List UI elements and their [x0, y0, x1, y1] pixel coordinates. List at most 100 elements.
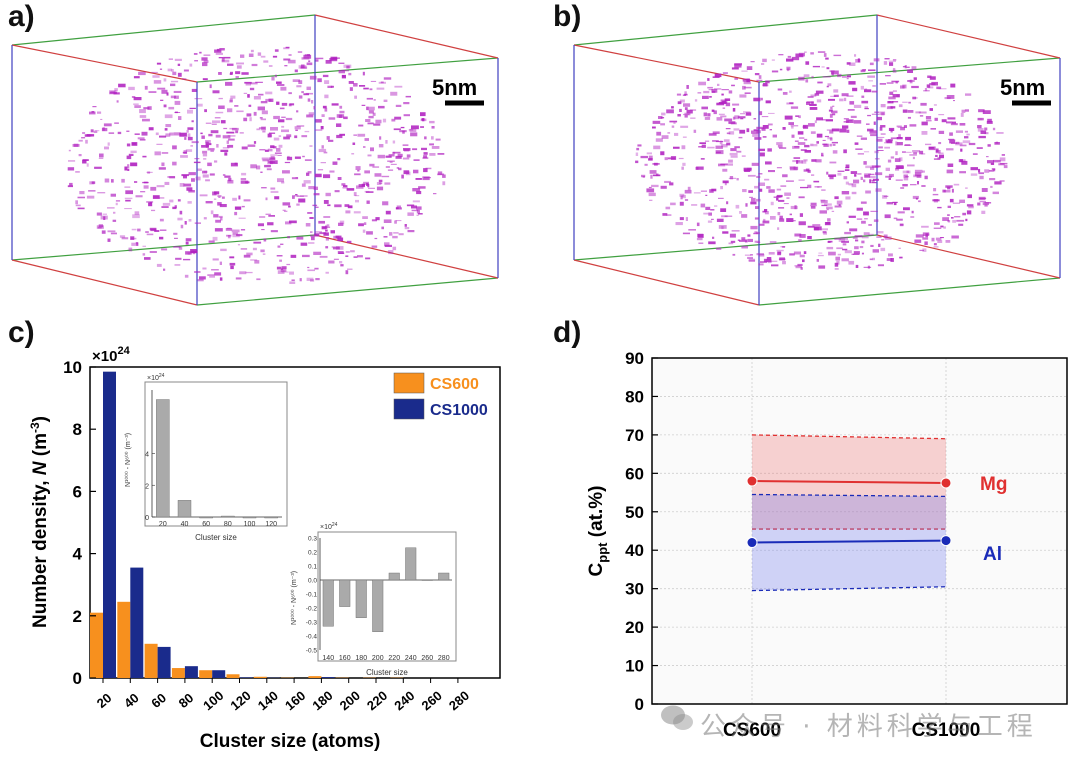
atom-cluster [107, 207, 115, 209]
atom-cluster [169, 132, 174, 136]
atom-cloud-b [635, 51, 1008, 270]
atom-cluster [915, 111, 921, 114]
atom-cluster [881, 239, 885, 241]
atom-cluster [367, 122, 374, 125]
atom-cluster [281, 102, 288, 106]
atom-cluster [881, 112, 885, 116]
atom-cluster [896, 125, 902, 128]
atom-cluster [179, 210, 183, 215]
atom-cluster [826, 171, 829, 175]
atom-cluster [186, 130, 189, 133]
atom-cluster [218, 72, 222, 75]
atom-cluster [403, 170, 410, 175]
atom-cluster [770, 216, 776, 220]
panel-a-reconstruction: 5nm [11, 14, 499, 306]
atom-cluster [851, 253, 855, 255]
atom-cluster [348, 81, 354, 84]
atom-cluster [902, 66, 907, 68]
atom-cluster [270, 127, 278, 131]
atom-cluster [855, 239, 859, 242]
panel-a-label: a) [8, 0, 35, 33]
atom-cluster [737, 116, 746, 119]
atom-cluster [212, 236, 218, 241]
atom-cluster [210, 210, 214, 215]
atom-cluster [402, 157, 410, 160]
atom-cluster [297, 51, 303, 53]
atom-cluster [183, 175, 187, 179]
atom-cluster [270, 230, 278, 233]
atom-cluster [791, 134, 795, 138]
atom-cluster [267, 222, 274, 226]
atom-cluster [396, 167, 399, 169]
atom-cluster [207, 162, 212, 167]
atom-cluster [130, 150, 137, 153]
atom-cluster [964, 136, 969, 139]
atom-cluster [959, 199, 965, 203]
atom-cluster [863, 151, 870, 153]
atom-cluster [896, 137, 903, 140]
atom-cluster [796, 160, 799, 164]
series-line-mg [751, 480, 947, 484]
atom-cluster [977, 117, 984, 121]
point-mg-cs600 [746, 475, 758, 487]
atom-cluster [384, 182, 391, 185]
atom-cluster [797, 142, 806, 145]
atom-cluster [944, 97, 951, 100]
atom-cluster [323, 200, 329, 204]
atom-cluster [698, 242, 704, 244]
atom-cluster [283, 47, 290, 50]
atom-cluster [336, 134, 343, 139]
atom-cluster [283, 58, 291, 61]
atom-cluster [739, 94, 747, 98]
atom-cluster [965, 93, 972, 96]
atom-cluster [421, 147, 427, 151]
atom-cluster [745, 203, 748, 207]
atom-cluster [338, 222, 344, 226]
atom-cluster [226, 140, 229, 144]
atom-cluster [779, 215, 783, 220]
atom-cluster [345, 251, 350, 253]
atom-cluster [916, 175, 922, 178]
atom-cluster [383, 99, 388, 102]
atom-cluster [703, 90, 710, 94]
atom-cluster [810, 202, 817, 205]
atom-cluster [837, 73, 842, 78]
atom-cluster [243, 199, 251, 202]
atom-cluster [946, 121, 953, 124]
atom-cluster [933, 227, 942, 229]
atom-cluster [648, 158, 653, 161]
atom-cluster [322, 105, 327, 109]
atom-cluster [934, 117, 938, 121]
atom-cluster [739, 129, 746, 134]
atom-cluster [1003, 165, 1008, 169]
atom-cluster [328, 117, 336, 120]
atom-cluster [870, 167, 875, 170]
atom-cluster [222, 147, 230, 149]
atom-cluster [836, 260, 840, 265]
atom-cluster [906, 66, 910, 68]
atom-cluster [179, 132, 187, 137]
atom-cluster [348, 72, 352, 76]
atom-cluster [323, 151, 328, 154]
atom-cluster [938, 142, 942, 145]
atom-cluster [750, 225, 758, 230]
atom-cluster [257, 106, 265, 111]
atom-cluster [177, 63, 181, 66]
atom-cluster [748, 190, 753, 193]
atom-cluster [914, 169, 923, 173]
atom-cluster [128, 86, 135, 91]
atom-cluster [161, 248, 168, 251]
atom-cluster [731, 67, 739, 70]
atom-cluster [184, 137, 187, 140]
atom-cluster [281, 271, 289, 273]
y-tick-label-d: 20 [625, 618, 644, 637]
atom-cluster [924, 175, 928, 180]
atom-cluster [984, 127, 988, 131]
atom-cluster [762, 125, 769, 129]
atom-cluster [876, 116, 882, 121]
atom-cluster [741, 245, 748, 249]
atom-cluster [191, 141, 199, 144]
atom-cluster [794, 233, 802, 237]
atom-cluster [353, 211, 361, 214]
atom-cluster [97, 192, 106, 194]
